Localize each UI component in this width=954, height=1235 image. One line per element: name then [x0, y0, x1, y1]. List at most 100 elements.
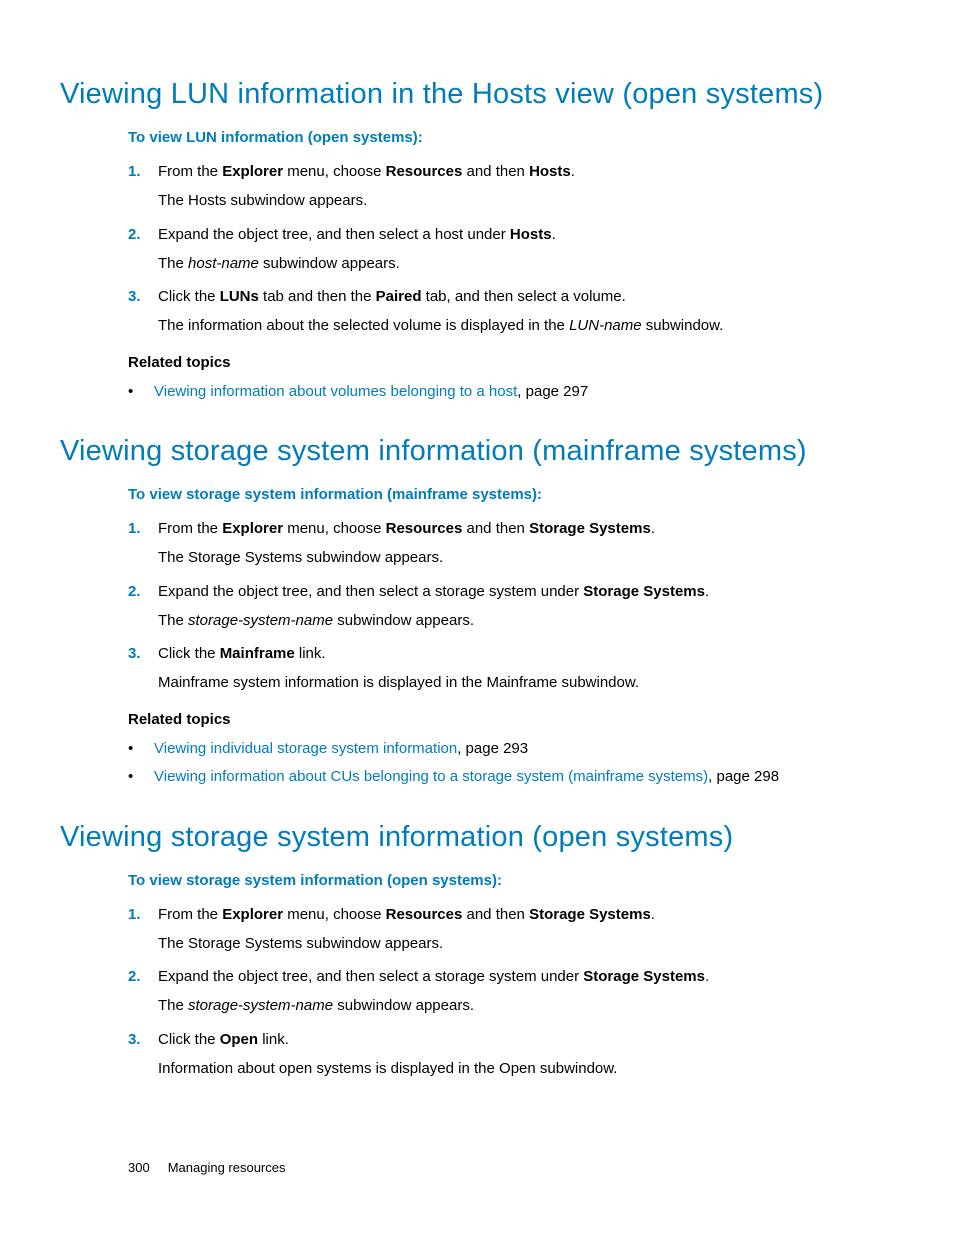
step-result: subwindow. [642, 317, 724, 334]
section-body: To view LUN information (open systems): … [128, 129, 894, 403]
step-text: . [651, 906, 655, 923]
step-text: . [651, 520, 655, 537]
step-text: From the [158, 520, 222, 537]
step-2: 2. Expand the object tree, and then sele… [128, 223, 894, 276]
step-text: Expand the object tree, and then select … [158, 968, 583, 985]
step-result: The [158, 255, 188, 272]
step-text: menu, choose [283, 906, 386, 923]
step-result: The [158, 612, 188, 629]
procedure-subhead: To view storage system information (open… [128, 872, 894, 889]
step-2: 2. Expand the object tree, and then sele… [128, 580, 894, 633]
section-body: To view storage system information (open… [128, 872, 894, 1081]
step-2: 2. Expand the object tree, and then sele… [128, 965, 894, 1018]
step-number: 3. [128, 285, 158, 338]
step-text: and then [462, 163, 529, 180]
step-3: 3. Click the Mainframe link. Mainframe s… [128, 642, 894, 695]
ui-term: Storage Systems [529, 906, 651, 923]
step-text: Click the [158, 645, 220, 662]
step-number: 1. [128, 517, 158, 570]
step-number: 2. [128, 223, 158, 276]
ui-term: Resources [386, 163, 463, 180]
ui-term: Open [220, 1031, 258, 1048]
step-text: and then [462, 906, 529, 923]
step-text: From the [158, 163, 222, 180]
heading-storage-mainframe: Viewing storage system information (main… [60, 435, 894, 468]
ui-term: Storage Systems [529, 520, 651, 537]
step-1: 1. From the Explorer menu, choose Resour… [128, 903, 894, 956]
step-text: Click the [158, 1031, 220, 1048]
step-result: subwindow appears. [259, 255, 400, 272]
cross-ref-link[interactable]: Viewing information about volumes belong… [154, 383, 517, 400]
step-text: . [552, 226, 556, 243]
ui-term: Explorer [222, 163, 283, 180]
step-1: 1. From the Explorer menu, choose Resour… [128, 160, 894, 213]
step-text: tab and then the [259, 288, 376, 305]
step-text: menu, choose [283, 520, 386, 537]
ui-term: Storage Systems [583, 968, 705, 985]
step-result: Information about open systems is displa… [158, 1057, 894, 1080]
step-text: Click the [158, 288, 220, 305]
procedure-subhead: To view LUN information (open systems): [128, 129, 894, 146]
variable-term: host-name [188, 255, 259, 272]
ui-term: Storage Systems [583, 583, 705, 600]
variable-term: storage-system-name [188, 612, 333, 629]
heading-storage-open: Viewing storage system information (open… [60, 821, 894, 854]
step-text: . [571, 163, 575, 180]
chapter-title: Managing resources [168, 1160, 286, 1175]
step-3: 3. Click the Open link. Information abou… [128, 1028, 894, 1081]
related-topics-heading: Related topics [128, 711, 894, 728]
ui-term: Mainframe [220, 645, 295, 662]
related-item: • Viewing information about CUs belongin… [128, 766, 894, 789]
bullet-icon: • [128, 766, 154, 789]
cross-ref-link[interactable]: Viewing individual storage system inform… [154, 740, 457, 757]
bullet-icon: • [128, 381, 154, 404]
ui-term: Resources [386, 520, 463, 537]
page-footer: 300 Managing resources [128, 1160, 286, 1175]
step-text: Expand the object tree, and then select … [158, 226, 510, 243]
step-3: 3. Click the LUNs tab and then the Paire… [128, 285, 894, 338]
step-text: tab, and then select a volume. [421, 288, 625, 305]
related-item: • Viewing individual storage system info… [128, 738, 894, 761]
bullet-icon: • [128, 738, 154, 761]
step-text: From the [158, 906, 222, 923]
ui-term: Explorer [222, 906, 283, 923]
ui-term: Explorer [222, 520, 283, 537]
step-result: Mainframe system information is displaye… [158, 671, 894, 694]
step-text: . [705, 583, 709, 600]
step-text: and then [462, 520, 529, 537]
step-result: The information about the selected volum… [158, 317, 569, 334]
step-text: Expand the object tree, and then select … [158, 583, 583, 600]
variable-term: LUN-name [569, 317, 642, 334]
step-result: The Storage Systems subwindow appears. [158, 932, 894, 955]
cross-ref-page: , page 298 [708, 768, 779, 785]
step-number: 3. [128, 1028, 158, 1081]
ui-term: Resources [386, 906, 463, 923]
related-topics-heading: Related topics [128, 354, 894, 371]
step-number: 2. [128, 580, 158, 633]
step-text: menu, choose [283, 163, 386, 180]
step-text: link. [258, 1031, 289, 1048]
step-result: subwindow appears. [333, 997, 474, 1014]
ui-term: Hosts [529, 163, 571, 180]
page: Viewing LUN information in the Hosts vie… [0, 0, 954, 1235]
step-number: 2. [128, 965, 158, 1018]
related-item: • Viewing information about volumes belo… [128, 381, 894, 404]
variable-term: storage-system-name [188, 997, 333, 1014]
ui-term: LUNs [220, 288, 259, 305]
step-number: 1. [128, 903, 158, 956]
step-text: . [705, 968, 709, 985]
ui-term: Paired [376, 288, 422, 305]
heading-lun-hosts: Viewing LUN information in the Hosts vie… [60, 78, 894, 111]
procedure-subhead: To view storage system information (main… [128, 486, 894, 503]
step-number: 1. [128, 160, 158, 213]
cross-ref-link[interactable]: Viewing information about CUs belonging … [154, 768, 708, 785]
step-1: 1. From the Explorer menu, choose Resour… [128, 517, 894, 570]
step-number: 3. [128, 642, 158, 695]
step-text: link. [295, 645, 326, 662]
cross-ref-page: , page 293 [457, 740, 528, 757]
step-result: subwindow appears. [333, 612, 474, 629]
cross-ref-page: , page 297 [517, 383, 588, 400]
step-result: The Hosts subwindow appears. [158, 189, 894, 212]
page-number: 300 [128, 1160, 150, 1175]
step-result: The Storage Systems subwindow appears. [158, 546, 894, 569]
